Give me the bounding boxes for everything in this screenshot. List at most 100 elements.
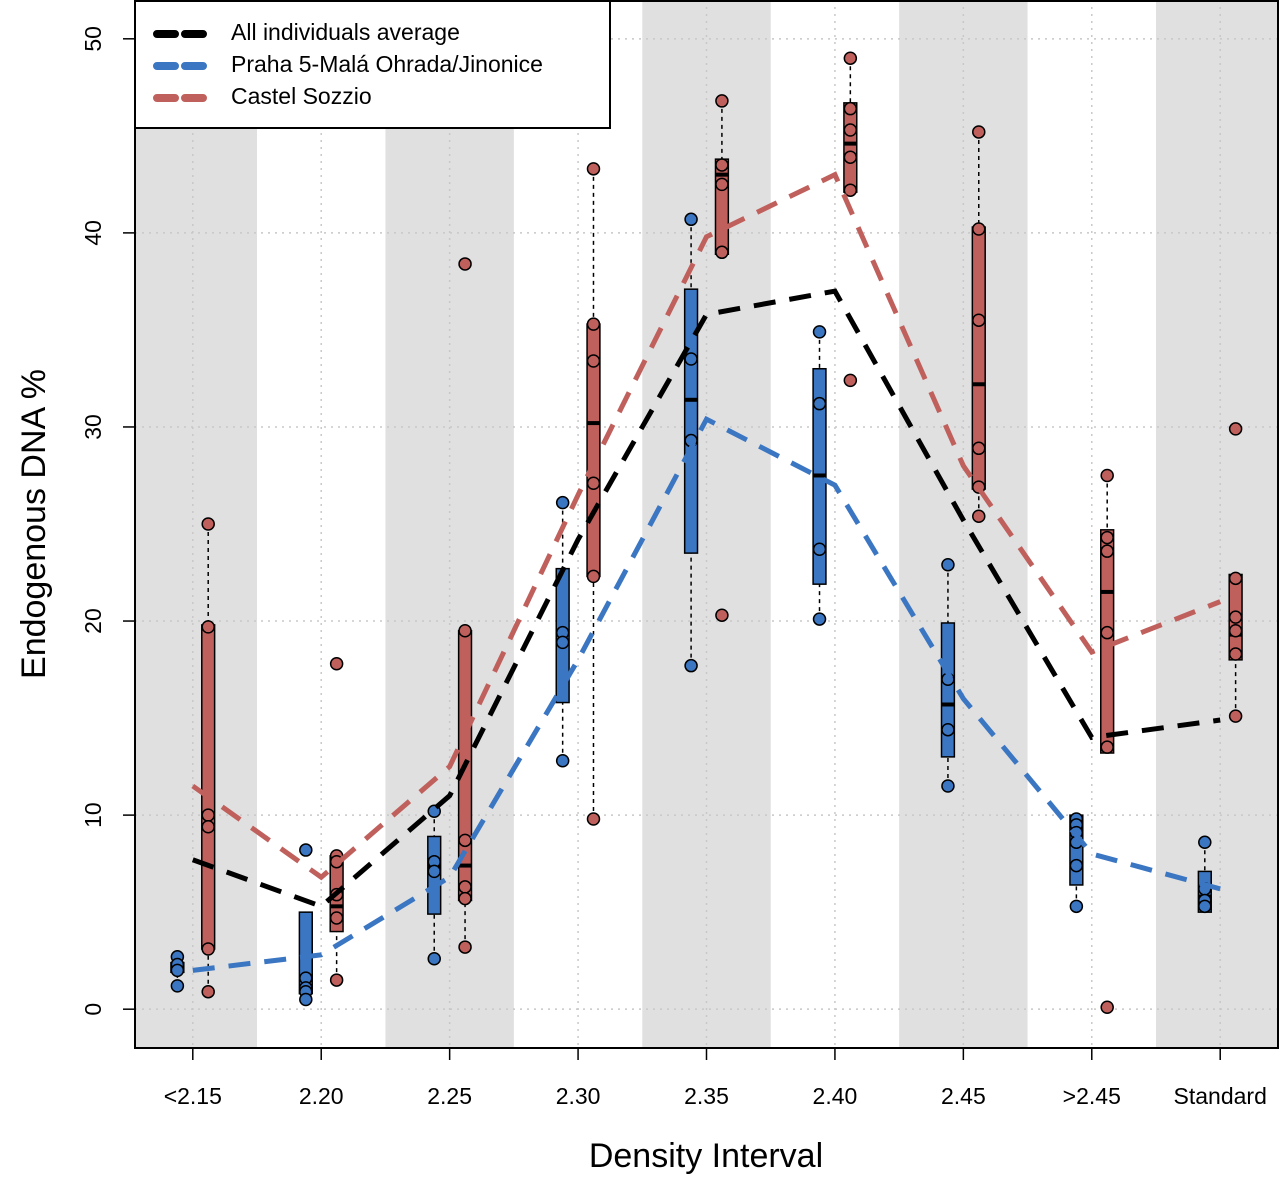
data-point bbox=[684, 212, 698, 227]
data-point bbox=[941, 779, 955, 793]
background-band bbox=[1155, 0, 1278, 1048]
x-tick-label: 2.20 bbox=[299, 1083, 344, 1109]
data-point bbox=[329, 911, 344, 925]
data-point bbox=[715, 177, 729, 192]
box bbox=[201, 624, 216, 950]
x-tick-label: 2.35 bbox=[684, 1083, 729, 1109]
y-tick-label: 40 bbox=[80, 220, 106, 246]
data-point bbox=[843, 101, 858, 116]
data-point bbox=[201, 620, 215, 634]
data-point bbox=[555, 635, 570, 650]
data-point bbox=[941, 558, 955, 572]
data-point bbox=[586, 569, 601, 584]
data-point bbox=[299, 992, 313, 1007]
data-point bbox=[972, 509, 986, 523]
data-point bbox=[812, 542, 827, 556]
data-point bbox=[1198, 899, 1212, 914]
data-point bbox=[329, 656, 344, 671]
data-point bbox=[1228, 623, 1243, 638]
data-point bbox=[812, 325, 827, 339]
data-point bbox=[458, 623, 472, 638]
data-point bbox=[329, 973, 344, 987]
legend-label: Castel Sozzio bbox=[231, 83, 372, 109]
data-point bbox=[972, 313, 986, 327]
data-point bbox=[1100, 625, 1114, 640]
data-point bbox=[427, 951, 441, 966]
x-tick-label: <2.15 bbox=[164, 1083, 222, 1109]
data-point bbox=[170, 979, 185, 993]
data-point bbox=[586, 476, 601, 490]
legend-label: All individuals average bbox=[231, 19, 460, 45]
data-point bbox=[1069, 858, 1084, 873]
average-line bbox=[191, 288, 1221, 910]
box bbox=[1100, 529, 1115, 754]
data-point bbox=[427, 864, 441, 879]
data-point bbox=[1228, 571, 1243, 586]
x-tick-label: 2.25 bbox=[427, 1083, 472, 1109]
plot-frame bbox=[134, 0, 1279, 1049]
data-point bbox=[458, 891, 472, 906]
background-band bbox=[385, 0, 514, 1048]
data-point bbox=[1228, 709, 1243, 723]
data-point bbox=[1100, 468, 1114, 483]
data-point bbox=[1198, 835, 1212, 850]
data-point bbox=[586, 354, 601, 368]
x-tick-label: 2.40 bbox=[813, 1083, 858, 1109]
data-point bbox=[684, 352, 698, 366]
data-point bbox=[201, 942, 215, 956]
data-point bbox=[458, 833, 472, 848]
x-axis-label: Density Interval bbox=[589, 1137, 823, 1175]
y-tick-label: 30 bbox=[80, 414, 106, 440]
data-point bbox=[843, 123, 858, 137]
x-tick-label: 2.30 bbox=[556, 1083, 601, 1109]
data-point bbox=[715, 94, 729, 108]
data-point bbox=[458, 257, 472, 271]
data-point bbox=[1100, 740, 1114, 754]
y-tick-label: 20 bbox=[80, 608, 106, 634]
data-point bbox=[715, 245, 729, 260]
x-tick-label: 2.45 bbox=[941, 1083, 986, 1109]
data-point bbox=[555, 754, 570, 768]
data-point bbox=[972, 441, 986, 456]
data-point bbox=[715, 158, 729, 172]
data-point bbox=[170, 963, 185, 978]
x-tick-label: >2.45 bbox=[1063, 1083, 1121, 1109]
data-point bbox=[201, 808, 215, 822]
data-point bbox=[1069, 899, 1084, 914]
background-band bbox=[642, 0, 771, 1048]
data-point bbox=[586, 162, 601, 176]
data-point bbox=[1100, 544, 1114, 558]
data-point bbox=[1228, 422, 1243, 436]
y-axis-label: Endogenous DNA % bbox=[15, 369, 53, 679]
data-point bbox=[812, 396, 827, 411]
data-point bbox=[1100, 1000, 1114, 1014]
data-point bbox=[299, 843, 313, 857]
data-point bbox=[1100, 530, 1114, 545]
data-point bbox=[843, 373, 858, 388]
data-point bbox=[201, 517, 215, 531]
background-band bbox=[135, 0, 258, 1048]
data-point bbox=[555, 495, 570, 510]
data-point bbox=[941, 722, 955, 737]
data-point bbox=[684, 658, 698, 673]
data-point bbox=[812, 612, 827, 626]
data-point bbox=[1228, 647, 1243, 661]
legend-label: Praha 5-Malá Ohrada/Jinonice bbox=[231, 51, 543, 77]
box bbox=[940, 622, 956, 758]
box bbox=[843, 102, 858, 193]
data-point bbox=[586, 812, 601, 826]
data-point bbox=[201, 820, 215, 834]
data-point bbox=[458, 880, 472, 894]
data-point bbox=[843, 183, 858, 197]
average-line bbox=[191, 171, 1222, 881]
average-line bbox=[192, 415, 1221, 973]
data-point bbox=[201, 984, 215, 999]
data-point bbox=[843, 150, 858, 164]
data-point bbox=[586, 317, 601, 331]
data-point bbox=[715, 608, 729, 622]
y-tick-label: 50 bbox=[80, 26, 106, 52]
x-tick-label: Standard bbox=[1174, 1083, 1267, 1109]
y-tick-label: 0 bbox=[80, 1003, 106, 1016]
data-point bbox=[843, 51, 858, 65]
